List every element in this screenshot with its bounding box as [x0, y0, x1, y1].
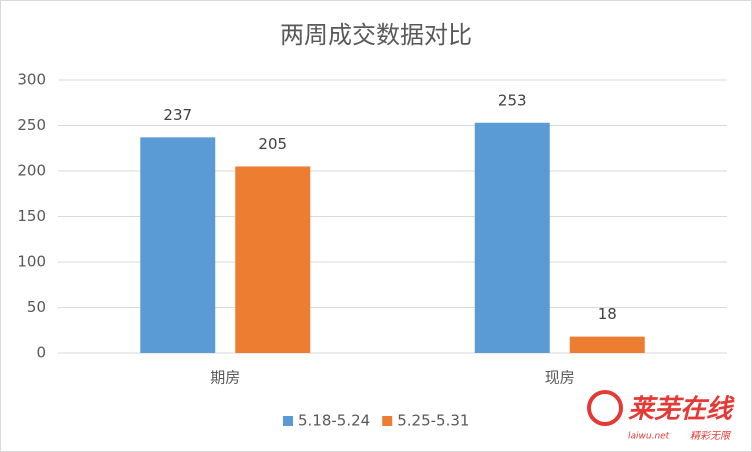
- legend-label: 5.18-5.24: [298, 412, 370, 430]
- legend-swatch: [382, 416, 393, 426]
- data-label: 237: [163, 106, 192, 124]
- watermark: 莱芜在线 laiwu.net 精彩无限: [587, 390, 735, 442]
- legend-label: 5.25-5.31: [397, 412, 469, 430]
- y-tick-label: 150: [17, 207, 46, 225]
- bar: [474, 122, 550, 354]
- data-label: 205: [258, 135, 287, 153]
- legend-swatch: [283, 416, 293, 426]
- x-tick-label: 期房: [210, 369, 240, 387]
- data-label: 18: [598, 305, 617, 323]
- bar: [569, 336, 645, 353]
- watermark-name: 莱芜在线: [628, 395, 735, 425]
- y-tick-label: 200: [17, 162, 46, 180]
- bar: [235, 166, 311, 353]
- y-tick-label: 250: [17, 116, 46, 134]
- y-tick-label: 0: [36, 344, 46, 362]
- chart-title: 两周成交数据对比: [280, 21, 472, 49]
- y-tick-label: 300: [17, 71, 46, 89]
- watermark-slogan: 精彩无限: [690, 430, 731, 442]
- y-tick-label: 100: [17, 253, 46, 271]
- bar: [140, 137, 216, 353]
- data-label: 253: [498, 91, 527, 109]
- watermark-site: laiwu.net: [628, 432, 670, 442]
- watermark-logo: [587, 390, 623, 426]
- x-tick-label: 现房: [545, 369, 575, 387]
- y-tick-label: 50: [27, 298, 46, 316]
